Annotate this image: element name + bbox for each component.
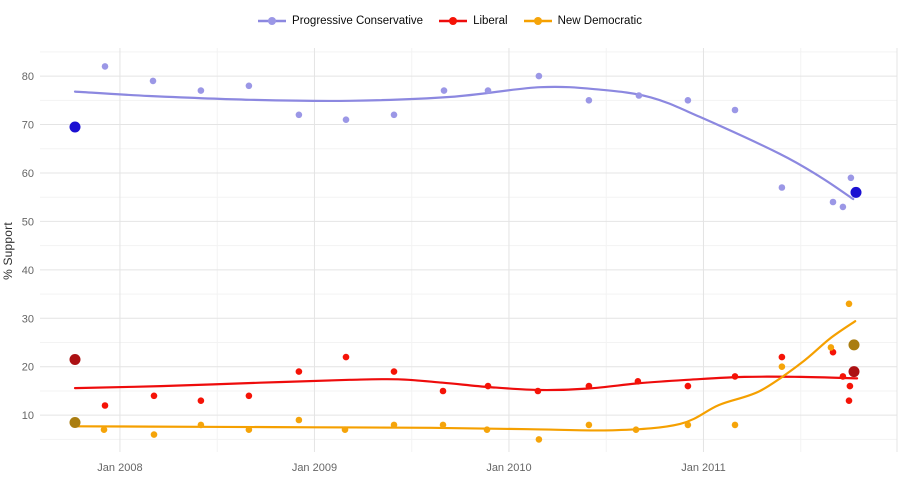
data-point-liberal	[295, 368, 303, 375]
data-point-liberal	[585, 382, 593, 390]
legend-item-liberal: Liberal	[439, 15, 508, 27]
legend-key-icon-new-democratic	[523, 17, 552, 25]
data-point-progressive-conservative	[847, 174, 855, 182]
data-point-liberal	[439, 387, 447, 395]
legend-item-new-democratic: New Democratic	[523, 15, 642, 27]
y-tick-label: 80	[22, 71, 34, 83]
data-point-liberal	[150, 392, 158, 400]
data-point-liberal	[484, 382, 492, 390]
data-point-new-democratic	[390, 421, 398, 429]
data-point-liberal	[839, 373, 847, 380]
y-tick-label: 70	[22, 120, 34, 132]
data-point-new-democratic	[150, 431, 158, 438]
x-tick-label: Jan 2009	[292, 462, 337, 474]
legend-key-dot	[268, 17, 277, 25]
y-tick-label: 30	[22, 313, 34, 325]
data-point-new-democratic	[439, 421, 447, 429]
data-point-new-democratic	[197, 421, 205, 429]
y-tick-label: 20	[22, 362, 34, 374]
data-point-liberal	[778, 353, 786, 361]
trend-line-progressive-conservative	[73, 85, 855, 201]
highlight-point-progressive-conservative	[69, 121, 81, 133]
data-point-progressive-conservative	[342, 116, 350, 123]
data-point-new-democratic	[100, 426, 108, 434]
data-point-new-democratic	[827, 344, 835, 351]
highlight-point-new-democratic	[69, 417, 81, 428]
data-point-liberal	[534, 387, 542, 395]
y-tick-label: 60	[22, 168, 34, 180]
x-tick-label: Jan 2008	[97, 462, 142, 474]
data-point-liberal	[101, 402, 109, 409]
data-point-progressive-conservative	[839, 203, 847, 211]
highlight-point-progressive-conservative	[850, 186, 862, 198]
data-point-progressive-conservative	[440, 87, 448, 94]
legend-key-dot	[533, 17, 542, 25]
data-point-liberal	[845, 397, 853, 405]
data-point-progressive-conservative	[149, 77, 157, 85]
legend-key-dot	[449, 17, 458, 25]
legend-item-label: Progressive Conservative	[292, 15, 424, 27]
data-point-progressive-conservative	[684, 97, 692, 104]
data-point-liberal	[245, 392, 253, 400]
data-point-progressive-conservative	[197, 87, 205, 94]
data-point-new-democratic	[245, 426, 253, 434]
data-point-new-democratic	[632, 426, 640, 434]
data-point-progressive-conservative	[731, 106, 739, 114]
data-point-new-democratic	[585, 421, 593, 429]
data-point-liberal	[731, 373, 739, 380]
data-point-new-democratic	[684, 421, 692, 429]
data-point-liberal	[342, 353, 350, 361]
data-point-liberal	[846, 382, 854, 390]
trend-line-new-democratic	[73, 320, 857, 432]
data-point-new-democratic	[731, 421, 739, 429]
data-point-progressive-conservative	[635, 92, 643, 99]
data-point-new-democratic	[535, 436, 543, 443]
legend-item-label: Liberal	[473, 15, 508, 27]
x-tick-label: Jan 2010	[486, 462, 531, 474]
data-point-progressive-conservative	[390, 111, 398, 119]
data-point-progressive-conservative	[101, 63, 109, 70]
data-point-liberal	[390, 368, 398, 375]
legend-item-label: New Democratic	[557, 15, 642, 27]
data-point-progressive-conservative	[535, 72, 543, 80]
trend-line-liberal	[73, 375, 859, 392]
data-point-progressive-conservative	[778, 184, 786, 191]
data-point-new-democratic	[295, 416, 303, 424]
legend: Progressive Conservative Liberal New Dem…	[0, 12, 900, 30]
y-tick-label: 50	[22, 216, 34, 228]
data-point-liberal	[197, 397, 205, 405]
x-tick-label: Jan 2011	[681, 462, 725, 474]
legend-item-progressive-conservative: Progressive Conservative	[258, 15, 423, 27]
data-point-progressive-conservative	[829, 198, 837, 206]
legend-key-icon-liberal	[439, 17, 468, 25]
data-point-progressive-conservative	[484, 87, 492, 94]
data-point-new-democratic	[341, 426, 349, 434]
highlight-point-liberal	[848, 366, 860, 378]
y-axis-title: % Support	[1, 222, 15, 280]
data-point-liberal	[634, 378, 642, 385]
data-point-progressive-conservative	[295, 111, 303, 119]
data-point-progressive-conservative	[585, 97, 593, 104]
data-point-progressive-conservative	[245, 82, 253, 90]
legend-key-icon-progressive-conservative	[258, 17, 287, 25]
y-tick-label: 40	[22, 265, 34, 277]
data-point-liberal	[684, 382, 692, 390]
highlight-point-new-democratic	[848, 339, 860, 351]
y-tick-label: 10	[22, 410, 34, 422]
highlight-point-liberal	[69, 354, 81, 365]
data-point-new-democratic	[845, 300, 853, 308]
data-point-new-democratic	[483, 426, 491, 434]
data-point-new-democratic	[778, 363, 786, 371]
